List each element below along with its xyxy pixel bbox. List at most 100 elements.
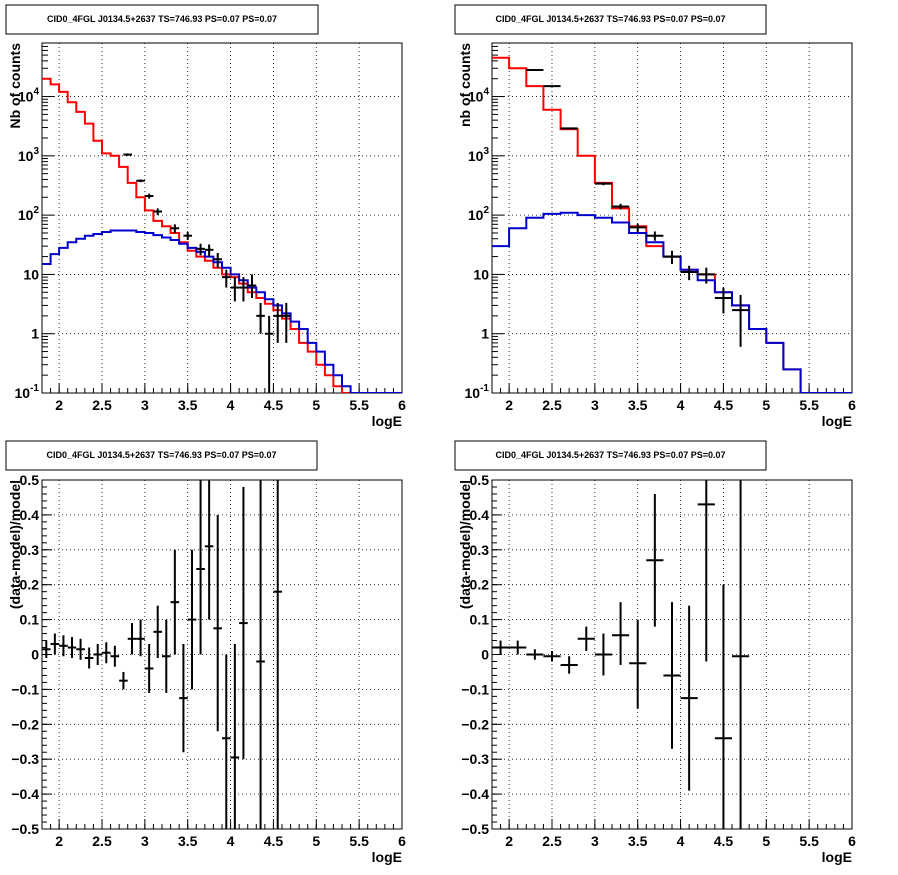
y-tick-label: 0	[481, 647, 489, 663]
data-point	[230, 644, 240, 829]
data-point	[612, 203, 630, 210]
x-tick-label: 6	[848, 397, 856, 413]
chart-title: CID0_4FGL J0134.5+2637 TS=746.93 PS=0.07…	[495, 450, 725, 460]
data-point	[256, 302, 265, 334]
y-tick-label: 0.1	[20, 612, 40, 628]
model-total-step-line	[492, 56, 852, 393]
data-point	[213, 252, 222, 268]
data-point	[170, 224, 180, 233]
x-axis-title: logE	[372, 849, 402, 865]
data-point	[560, 127, 578, 130]
model-background-step-line	[492, 211, 852, 393]
x-tick-label: 4.5	[714, 833, 734, 849]
data-point	[594, 633, 612, 676]
x-tick-label: 3	[591, 833, 599, 849]
data-point	[526, 649, 544, 660]
y-tick-label: −0.5	[11, 821, 39, 837]
y-tick-label: 1	[31, 326, 39, 342]
x-tick-label: 3.5	[178, 833, 198, 849]
data-point	[102, 642, 111, 664]
y-axis-title: (data-model)/model	[457, 480, 473, 609]
y-tick-label: −0.2	[11, 716, 39, 732]
x-tick-label: 5	[762, 397, 770, 413]
chart-panel-3: CID0_4FGL J0134.5+2637 TS=746.93 PS=0.07…	[5, 440, 406, 865]
x-tick-label: 5.5	[349, 833, 369, 849]
data-point	[273, 480, 282, 829]
chart-panel-2: CID0_4FGL J0134.5+2637 TS=746.93 PS=0.07…	[454, 4, 856, 429]
x-tick-label: 6	[848, 833, 856, 849]
x-tick-label: 4.5	[264, 833, 284, 849]
x-tick-label: 4	[677, 833, 685, 849]
chart-panel-1: CID0_4FGL J0134.5+2637 TS=746.93 PS=0.07…	[5, 4, 406, 429]
data-point	[282, 302, 291, 343]
chart-title-box	[5, 4, 319, 35]
y-tick-label: −0.3	[461, 751, 489, 767]
x-axis-title: logE	[372, 413, 402, 429]
x-tick-label: 2	[505, 397, 513, 413]
data-point	[110, 645, 120, 667]
chart-title-box	[454, 4, 767, 35]
data-point	[239, 486, 248, 760]
data-point	[543, 651, 561, 662]
plot-frame	[41, 42, 403, 394]
y-tick-label: 0.2	[470, 577, 490, 593]
x-tick-label: 6	[398, 833, 406, 849]
data-point	[196, 480, 205, 655]
y-tick-label: 102	[18, 205, 40, 223]
model-total-step-line	[42, 77, 402, 393]
y-tick-label: 10	[23, 266, 39, 282]
data-point	[170, 549, 180, 655]
data-point	[714, 584, 732, 829]
y-tick-label: −0.4	[461, 786, 489, 802]
x-tick-label: 4.5	[714, 397, 734, 413]
chart-title-box	[5, 440, 318, 471]
x-tick-label: 5	[312, 833, 320, 849]
x-tick-label: 5	[312, 397, 320, 413]
data-point	[136, 179, 145, 183]
y-tick-label: 104	[468, 87, 490, 105]
y-tick-label: 0.3	[470, 542, 490, 558]
y-tick-label: 0.5	[470, 472, 490, 488]
y-tick-label: 10-1	[465, 383, 490, 401]
y-tick-label: −0.1	[461, 681, 489, 697]
y-tick-label: −0.2	[461, 716, 489, 732]
data-point	[239, 277, 248, 302]
chart-title: CID0_4FGL J0134.5+2637 TS=746.93 PS=0.07…	[47, 14, 277, 24]
chart-title: CID0_4FGL J0134.5+2637 TS=746.93 PS=0.07…	[46, 450, 276, 460]
data-point	[67, 637, 77, 658]
chart-panel-4: CID0_4FGL J0134.5+2637 TS=746.93 PS=0.07…	[454, 440, 856, 865]
y-tick-label: −0.4	[11, 786, 39, 802]
data-point	[526, 69, 544, 72]
chart-title-box	[454, 440, 767, 471]
data-point	[179, 644, 188, 753]
data-point	[50, 633, 60, 655]
y-tick-label: 0.4	[20, 507, 40, 523]
data-point	[543, 85, 561, 88]
data-point	[183, 231, 192, 241]
data-point	[84, 647, 94, 669]
data-point	[509, 640, 527, 655]
data-point	[697, 480, 715, 662]
y-tick-label: 0	[31, 647, 39, 663]
data-point	[93, 644, 102, 665]
x-tick-label: 5.5	[799, 833, 819, 849]
data-point	[123, 153, 132, 156]
data-point	[144, 644, 154, 693]
data-point	[577, 626, 595, 652]
data-point	[697, 267, 715, 284]
data-point	[59, 635, 68, 657]
x-tick-label: 5.5	[799, 397, 819, 413]
x-tick-label: 3	[141, 833, 149, 849]
data-point	[196, 243, 205, 256]
y-tick-label: 0.1	[470, 612, 490, 628]
x-tick-label: 2.5	[542, 833, 562, 849]
y-tick-label: 1	[481, 326, 489, 342]
x-tick-label: 4	[677, 397, 685, 413]
y-tick-label: −0.3	[11, 751, 39, 767]
y-axis-title: nb of counts	[457, 43, 473, 127]
plot-area	[42, 480, 282, 829]
data-point	[646, 493, 664, 627]
data-point	[153, 605, 162, 658]
x-tick-label: 4.5	[264, 397, 284, 413]
